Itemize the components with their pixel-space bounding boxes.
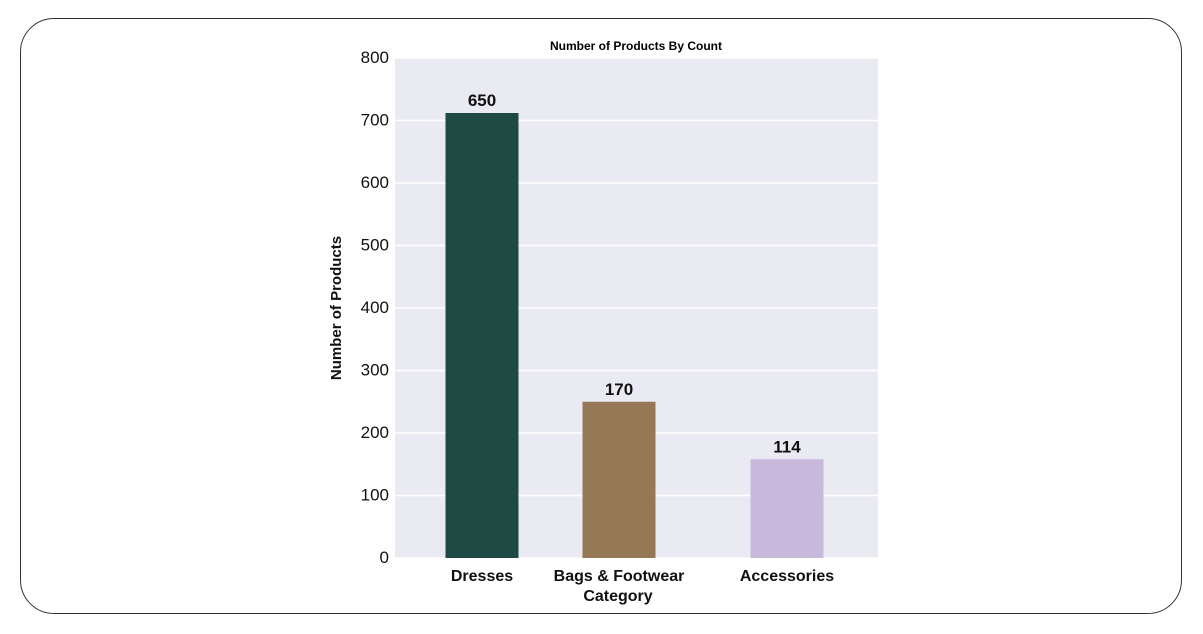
y-tick-label: 700	[361, 111, 389, 130]
bar	[445, 113, 519, 558]
bar	[582, 401, 656, 558]
x-tick-label: Bags & Footwear	[554, 568, 685, 585]
bar-value-label: 170	[605, 380, 633, 399]
bar-value-label: 114	[773, 437, 801, 456]
x-tick-label: Accessories	[740, 568, 834, 585]
y-tick-label: 500	[361, 236, 389, 255]
y-tick-label: 400	[361, 298, 389, 317]
bar	[750, 459, 824, 558]
data-labels: 650 170 114	[468, 91, 801, 456]
y-tick-label: 300	[361, 361, 389, 380]
chart-title: Number of Products By Count	[550, 39, 722, 53]
y-axis-ticks: 0 100 200 300 400 500 600 700 800	[361, 48, 389, 567]
bars	[445, 113, 824, 558]
x-axis-title: Category	[583, 588, 652, 605]
y-tick-label: 600	[361, 173, 389, 192]
y-axis-title: Number of Products	[328, 236, 345, 380]
y-tick-label: 800	[361, 48, 389, 67]
x-axis-tick-labels: Dresses Bags & Footwear Accessories	[451, 568, 834, 585]
bar-value-label: 650	[468, 91, 496, 110]
x-tick-label: Dresses	[451, 568, 513, 585]
y-tick-label: 100	[361, 486, 389, 505]
y-tick-label: 200	[361, 423, 389, 442]
y-tick-label: 0	[380, 548, 389, 567]
